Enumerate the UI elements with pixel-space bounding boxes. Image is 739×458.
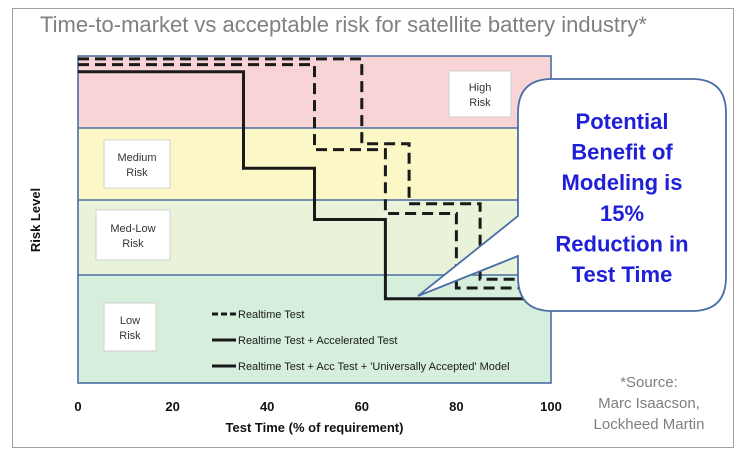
zone-label: Med-Low (110, 223, 155, 235)
risk-zone-band (78, 275, 551, 383)
callout-text: Test Time (572, 262, 673, 287)
callout-bubble (417, 78, 727, 312)
zone-label-box (103, 139, 171, 189)
zone-label: Risk (126, 167, 148, 179)
series-line (78, 57, 551, 281)
x-tick-label: 40 (260, 399, 274, 414)
chart-title: Time-to-market vs acceptable risk for sa… (40, 12, 647, 37)
legend-label: Realtime Test + Accelerated Test (238, 335, 397, 347)
zone-label: Risk (122, 238, 144, 250)
x-axis-label: Test Time (% of requirement) (226, 420, 404, 435)
callout-text: Reduction in (555, 231, 688, 256)
legend-label: Realtime Test (238, 309, 304, 321)
zone-label-box (95, 209, 171, 261)
x-tick-label: 0 (74, 399, 81, 414)
zone-label: Risk (469, 97, 491, 109)
source-line: Marc Isaacson, (598, 395, 700, 412)
source-line: Lockheed Martin (593, 416, 705, 433)
zone-label: Risk (119, 330, 141, 342)
x-tick-label: 60 (355, 399, 369, 414)
source-note: *Source: Marc Isaacson, Lockheed Martin (584, 372, 714, 435)
x-tick-label: 80 (449, 399, 463, 414)
zone-label: Medium (117, 152, 156, 164)
x-tick-label: 100 (540, 399, 562, 414)
x-tick-label: 20 (165, 399, 179, 414)
zone-label-box (448, 70, 512, 118)
zone-label-box (103, 302, 157, 352)
source-line: *Source: (620, 374, 678, 391)
zone-label: High (469, 82, 492, 94)
callout-text: 15% (600, 201, 644, 226)
callout-text: Modeling is (562, 170, 683, 195)
zone-label: Low (120, 315, 140, 327)
y-axis-label: Risk Level (28, 188, 43, 252)
legend-label: Realtime Test + Acc Test + 'Universally … (238, 361, 510, 373)
callout-text: Benefit of (571, 140, 673, 165)
series-line (78, 70, 551, 301)
callout-text: Potential (576, 109, 669, 134)
